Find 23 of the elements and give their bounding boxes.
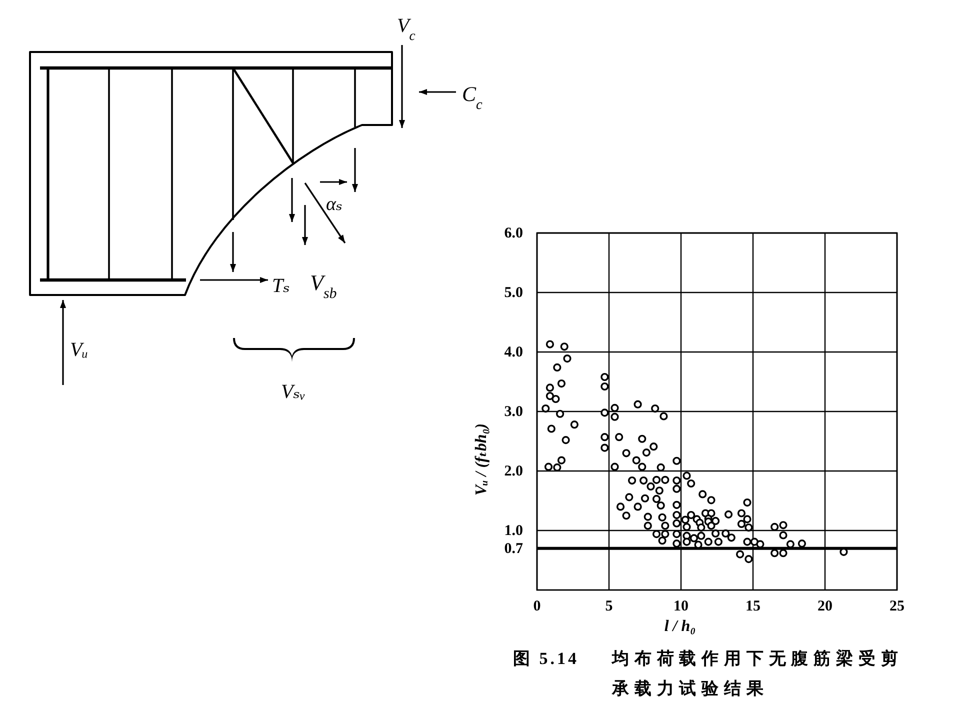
x-axis-title: l / h₀ xyxy=(664,618,696,635)
text: V$_{c}$ xyxy=(397,15,416,42)
x-tick-label: 10 xyxy=(674,598,688,614)
text: Tₛ xyxy=(272,275,290,297)
text: V$_{sb}$ xyxy=(310,270,338,302)
y-tick-label: 4.0 xyxy=(504,344,523,360)
x-tick-label: 5 xyxy=(605,598,613,614)
x-tick-label: 0 xyxy=(533,598,541,614)
y-tick-label: 3.0 xyxy=(504,404,523,420)
x-tick-label: 25 xyxy=(890,598,904,614)
text: Vᵤ xyxy=(70,339,88,361)
y-tick-label: 0.7 xyxy=(504,540,524,557)
y-tick-label: 5.0 xyxy=(504,284,523,301)
x-tick-label: 20 xyxy=(818,598,832,614)
y-tick-label: 6.0 xyxy=(504,225,523,242)
text: C$_{c}$ xyxy=(462,82,484,113)
text: Vₛᵥ xyxy=(281,381,306,403)
y-axis-title: Vᵤ / (fₜbh₀) xyxy=(473,423,490,496)
y-tick-label: 1.0 xyxy=(504,522,523,539)
text: αₛ xyxy=(326,194,342,215)
x-tick-label: 15 xyxy=(746,598,760,614)
y-tick-label: 2.0 xyxy=(504,463,523,480)
text: 图 5.14 均布荷载作用下无腹筋梁受剪承载力试验结果 xyxy=(513,649,904,698)
